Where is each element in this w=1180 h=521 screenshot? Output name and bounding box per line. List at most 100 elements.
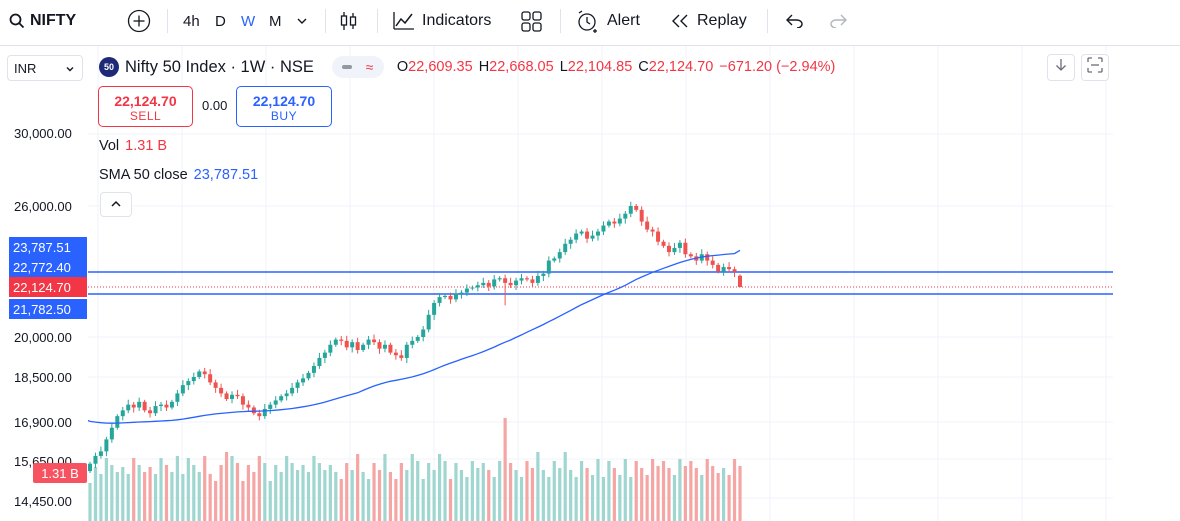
candle-body [524, 278, 529, 280]
candle-body [213, 382, 218, 388]
scroll-to-latest-button[interactable] [1047, 54, 1075, 81]
volume-bar [345, 463, 349, 521]
candle [311, 362, 316, 378]
horizontal-lines[interactable] [88, 271, 1113, 295]
candle-body [645, 221, 650, 230]
candle-body [421, 329, 426, 337]
currency-select[interactable]: INR [7, 55, 83, 81]
volume-bar [99, 474, 103, 521]
symbol-search-button[interactable]: NIFTY [9, 0, 76, 42]
candle [557, 248, 562, 263]
candle [453, 289, 458, 303]
volume-bar [334, 472, 338, 521]
volume-bar [525, 461, 529, 521]
volume-price-tag: 1.31 B [33, 463, 87, 483]
indicators-button[interactable]: Indicators [393, 0, 491, 42]
sma-label: SMA 50 close [99, 167, 188, 183]
candle [279, 394, 284, 403]
volume-bar [263, 463, 267, 521]
compare-symbol-button[interactable] [127, 0, 151, 42]
candle [535, 270, 540, 286]
candle-body [437, 297, 442, 303]
candle [415, 334, 420, 343]
symbol-legend: 50 Nifty 50 Index · 1W · NSE ≈ O22,609.3… [99, 56, 835, 78]
collapse-legend-button[interactable] [100, 192, 132, 217]
upper-line-price-tag: 22,772.40 [9, 257, 87, 277]
candle [317, 352, 322, 369]
candle-body [333, 339, 338, 345]
volume-indicator-legend[interactable]: Vol 1.31 B [99, 138, 167, 154]
volume-bar [170, 472, 174, 521]
volume-bar [634, 461, 638, 521]
templates-button[interactable] [521, 0, 542, 42]
volume-bar [203, 456, 207, 521]
candle [410, 336, 415, 349]
volume-bar [192, 465, 196, 521]
volume-bar [394, 479, 398, 521]
volume-bar [487, 470, 491, 521]
volume-bar [115, 472, 119, 521]
volume-bar [448, 479, 453, 521]
indicators-icon [393, 11, 415, 31]
volume-bar [290, 463, 294, 521]
volume-bar [607, 461, 611, 521]
volume-bar [459, 470, 464, 521]
toolbar-divider [560, 9, 561, 33]
candle [361, 342, 366, 353]
fullscreen-button[interactable] [1081, 54, 1109, 81]
interval-4h[interactable]: 4h [183, 12, 200, 30]
volume-bar [405, 470, 409, 521]
interval-w[interactable]: W [241, 12, 256, 30]
candle [169, 399, 174, 410]
candle [268, 401, 273, 414]
candle-body [388, 344, 393, 353]
candle-body [481, 282, 486, 286]
candle-body [344, 340, 349, 348]
high-value: 22,668.05 [489, 59, 554, 75]
candle [437, 292, 442, 307]
candle [148, 406, 153, 418]
legend-toggle-pill[interactable]: ≈ [331, 56, 384, 78]
legend-title[interactable]: Nifty 50 Index · 1W · NSE [125, 57, 314, 76]
candle-body [404, 344, 409, 358]
candlestick-chart[interactable] [88, 46, 1113, 521]
close-label: C [638, 59, 649, 75]
candle [732, 266, 737, 278]
redo-button[interactable] [829, 0, 849, 42]
candle [284, 389, 289, 401]
candle [645, 216, 650, 233]
sell-button[interactable]: 22,124.70 SELL [98, 86, 193, 127]
candle [710, 256, 715, 269]
candle [246, 400, 251, 411]
sma-indicator-legend[interactable]: SMA 50 close 23,787.51 [99, 167, 258, 183]
replay-label: Replay [697, 12, 747, 29]
volume-bar [727, 475, 731, 521]
currency-value: INR [14, 60, 37, 76]
index-logo: 50 [99, 57, 119, 77]
buy-button[interactable]: 22,124.70 BUY [236, 86, 332, 127]
volume-bar [530, 468, 535, 521]
candle-body [738, 275, 742, 287]
volume-bar [563, 452, 567, 521]
interval-m[interactable]: M [269, 12, 282, 30]
candle-body [453, 293, 458, 300]
price-axis-label: 26,000.00 [14, 199, 72, 214]
interval-d[interactable]: D [215, 12, 226, 30]
interval-dropdown[interactable] [296, 0, 308, 42]
volume-bar [514, 470, 518, 521]
candle [142, 399, 147, 413]
undo-button[interactable] [784, 0, 804, 42]
chart-pane [0, 45, 1180, 521]
volume-bar [241, 481, 245, 521]
candle-body [240, 396, 245, 405]
alert-button[interactable]: Alert [576, 0, 640, 42]
candle [126, 399, 131, 414]
candle-body [137, 401, 142, 408]
candle-body [415, 337, 420, 341]
volume-bar [738, 466, 742, 521]
price-axis-label: 16,900.00 [14, 415, 72, 430]
chart-type-button[interactable] [339, 0, 359, 42]
candle [115, 414, 120, 430]
replay-button[interactable]: Replay [670, 0, 747, 42]
volume-bar [672, 475, 677, 521]
